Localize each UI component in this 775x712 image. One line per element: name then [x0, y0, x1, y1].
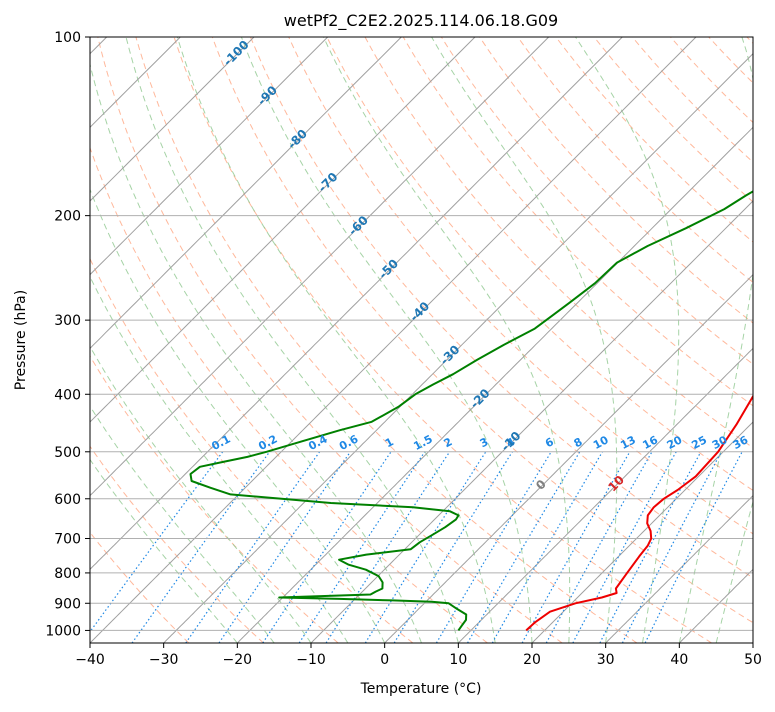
chart-title: wetPf2_C2E2.2025.114.06.18.G09 [284, 11, 558, 31]
y-axis-label: Pressure (hPa) [13, 290, 29, 390]
x-tick-label: 50 [744, 652, 762, 668]
y-tick-label: 100 [54, 30, 81, 46]
x-tick-label: 0 [380, 652, 389, 668]
x-tick-label: 10 [449, 652, 467, 668]
x-tick-label: 40 [670, 652, 688, 668]
x-tick-label: 20 [523, 652, 541, 668]
x-tick-label: −30 [149, 652, 179, 668]
y-tick-label: 400 [54, 387, 81, 403]
y-tick-label: 900 [54, 596, 81, 612]
y-tick-label: 200 [54, 209, 81, 225]
x-tick-label: −10 [296, 652, 326, 668]
y-tick-label: 800 [54, 566, 81, 582]
x-tick-label: −40 [75, 652, 105, 668]
y-tick-label: 500 [54, 445, 81, 461]
y-tick-label: 700 [54, 532, 81, 548]
x-tick-label: 30 [597, 652, 615, 668]
y-tick-label: 1000 [45, 623, 81, 639]
y-tick-label: 300 [54, 313, 81, 329]
x-axis-label: Temperature (°C) [360, 681, 482, 697]
x-tick-label: −20 [223, 652, 253, 668]
y-tick-label: 600 [54, 492, 81, 508]
